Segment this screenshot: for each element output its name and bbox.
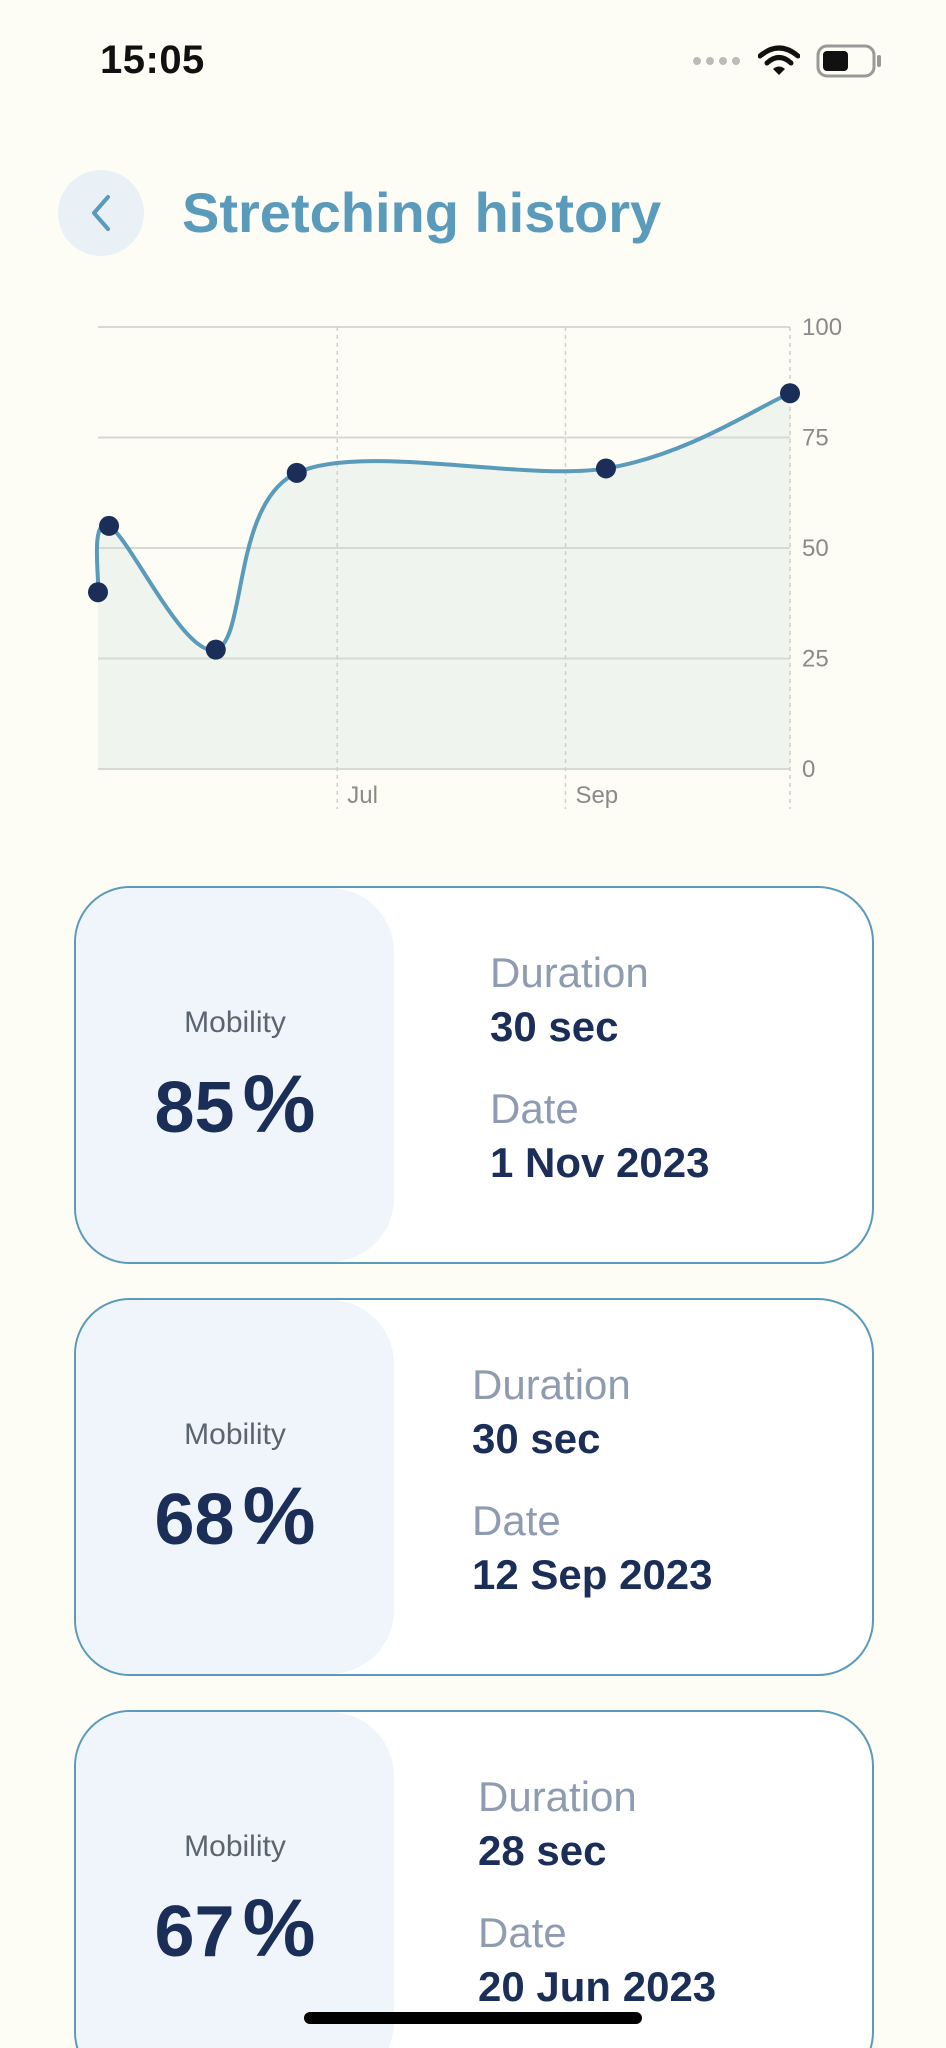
percent-sign: %: [242, 1883, 316, 1974]
y-tick-label: 0: [802, 756, 815, 783]
date-value: 20 Jun 2023: [478, 1963, 717, 2010]
status-bar: 15:05: [0, 0, 946, 120]
status-icons: [692, 44, 882, 78]
mobility-label: Mobility: [184, 1830, 286, 1863]
mobility-label: Mobility: [184, 1418, 286, 1451]
data-point: [88, 582, 108, 603]
wifi-icon: [758, 45, 800, 75]
chart-area: [96, 393, 791, 769]
mobility-panel: Mobility 85%: [76, 888, 394, 1262]
mobility-panel: Mobility 68%: [76, 1300, 394, 1674]
data-point: [286, 462, 307, 483]
mobility-number: 85: [154, 1068, 235, 1148]
y-tick-label: 25: [802, 646, 829, 673]
signal-icon: [693, 57, 740, 65]
data-point: [595, 458, 616, 479]
date-label: Date: [472, 1497, 561, 1544]
x-tick-label: Jul: [347, 782, 378, 809]
mobility-number: 68: [154, 1480, 235, 1560]
details-panel: Duration 30 sec Date 1 Nov 2023: [490, 946, 709, 1218]
duration-label: Duration: [478, 1773, 637, 1820]
mobility-value: 68%: [76, 1470, 394, 1564]
mobility-label: Mobility: [184, 1006, 286, 1039]
history-card[interactable]: Mobility 67% Duration 28 sec Date 20 Jun…: [74, 1710, 874, 2048]
history-card[interactable]: Mobility 68% Duration 30 sec Date 12 Sep…: [74, 1298, 874, 1676]
mobility-value: 85%: [76, 1058, 394, 1152]
data-point: [780, 383, 800, 404]
home-indicator: [304, 2012, 642, 2024]
date-label: Date: [490, 1085, 579, 1132]
x-tick-label: Sep: [575, 782, 618, 809]
duration-label: Duration: [472, 1361, 631, 1408]
percent-sign: %: [242, 1471, 316, 1562]
date-value: 12 Sep 2023: [472, 1551, 713, 1598]
mobility-number: 67: [154, 1892, 235, 1972]
battery-icon: [816, 44, 881, 78]
date-value: 1 Nov 2023: [490, 1139, 710, 1186]
mobility-value: 67%: [76, 1882, 394, 1976]
date-label: Date: [478, 1909, 567, 1956]
page-title: Stretching history: [182, 181, 662, 244]
duration-label: Duration: [490, 949, 649, 996]
data-point: [99, 515, 120, 536]
percent-sign: %: [242, 1059, 316, 1150]
back-button[interactable]: [58, 170, 144, 256]
details-panel: Duration 28 sec Date 20 Jun 2023: [478, 1770, 716, 2042]
details-panel: Duration 30 sec Date 12 Sep 2023: [472, 1358, 713, 1630]
chevron-left-icon: [92, 195, 110, 231]
chart-svg: 0 25 50 75 100 Jul Sep: [88, 314, 842, 809]
y-tick-label: 50: [802, 535, 829, 562]
y-tick-label: 100: [802, 314, 842, 341]
y-tick-label: 75: [802, 425, 829, 452]
duration-value: 30 sec: [472, 1415, 601, 1462]
mobility-panel: Mobility 67%: [76, 1712, 394, 2048]
mobility-chart: 0 25 50 75 100 Jul Sep: [0, 300, 946, 820]
duration-value: 28 sec: [478, 1827, 607, 1874]
history-card[interactable]: Mobility 85% Duration 30 sec Date 1 Nov …: [74, 886, 874, 1264]
data-point: [205, 639, 226, 660]
history-list: Mobility 85% Duration 30 sec Date 1 Nov …: [74, 886, 874, 2048]
duration-value: 30 sec: [490, 1003, 619, 1050]
header: Stretching history: [0, 160, 946, 270]
status-time: 15:05: [100, 38, 205, 82]
